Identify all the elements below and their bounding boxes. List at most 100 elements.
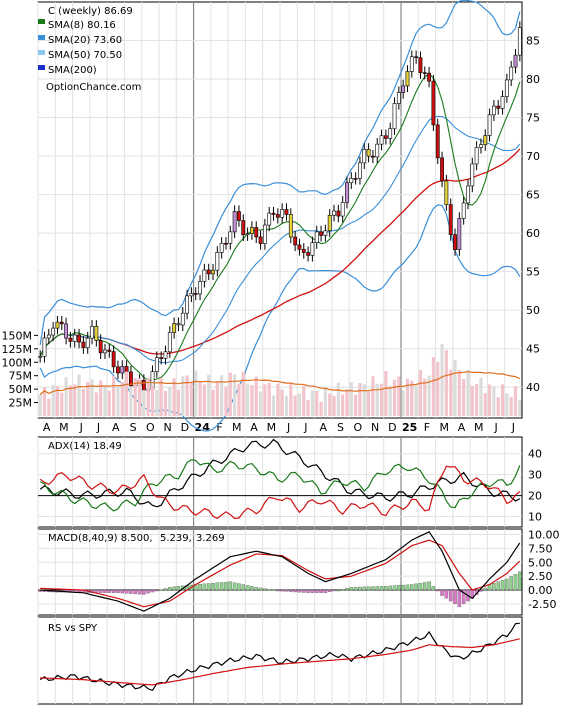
macd-histogram-bar (120, 589, 125, 594)
candle-body (262, 224, 267, 244)
volume-bar (475, 384, 479, 416)
volume-bar (401, 390, 405, 416)
candle-body (215, 252, 220, 271)
macd-histogram-bar (431, 586, 436, 591)
candle-body (427, 72, 431, 82)
macd-value-signal: 5.239, (160, 533, 192, 544)
candle-body (245, 233, 250, 236)
volume-bar (470, 385, 474, 416)
adx-tick: 30 (528, 469, 542, 482)
volume-bar (47, 398, 51, 416)
candle-body (224, 242, 228, 245)
macd-histogram-bar (297, 589, 302, 593)
volume-bar (436, 361, 440, 416)
macd-histogram-bar (245, 585, 250, 591)
candle-body (332, 210, 336, 216)
price-tick: 45 (526, 343, 540, 356)
macd-histogram-bar (492, 582, 496, 591)
volume-bar (336, 382, 340, 416)
volume-bar (194, 370, 198, 416)
macd-line (40, 531, 521, 612)
candle-body (176, 323, 181, 326)
macd-histogram-bar (241, 584, 246, 591)
macd-histogram-bar (496, 581, 500, 591)
candle-body (68, 337, 73, 342)
macd-histogram-bar (414, 583, 418, 591)
volume-bar (492, 386, 496, 416)
macd-histogram-bar (366, 586, 371, 591)
macd-histogram-bar (410, 584, 414, 591)
macd-histogram-bar (340, 588, 345, 591)
volume-bar (254, 376, 258, 416)
candle-body (81, 341, 86, 348)
vol-tick: 100M (2, 356, 33, 369)
macd-histogram-bar (427, 581, 431, 591)
month-label: 25 (402, 421, 417, 434)
candle-body (323, 230, 328, 236)
volume-bar (263, 384, 267, 416)
month-label: S (130, 421, 137, 434)
macd-histogram-bar (258, 587, 263, 591)
candle-body (38, 356, 43, 358)
legend-swatch-sma200 (38, 65, 45, 70)
macd-histogram-bar (150, 589, 155, 593)
candle-body (250, 227, 254, 234)
macd-histogram-bar (397, 585, 401, 591)
volume-bar (185, 375, 189, 416)
candle-body (353, 178, 358, 180)
volume-bar (155, 389, 159, 416)
volume-bar (483, 393, 487, 416)
macd-histogram-bar (392, 585, 397, 591)
volume-bar (202, 384, 206, 416)
volume-bar (142, 390, 146, 416)
adx-title: ADX(14) 18.49 (48, 441, 122, 452)
volume-bar (457, 370, 461, 416)
macd-histogram-bar (500, 580, 505, 591)
sma8-line (39, 73, 521, 381)
legend-sma8: SMA(8) 80.16 (48, 20, 116, 31)
candle-body (345, 182, 349, 203)
volume-bar (68, 385, 73, 416)
candle-body (457, 218, 462, 250)
candle-body (94, 326, 99, 341)
candle-body (288, 214, 293, 238)
candle-body (414, 56, 419, 59)
macd-histogram-bar (206, 583, 211, 591)
candle-body (284, 209, 289, 215)
macd-tick: -2.50 (528, 598, 556, 611)
volume-bar (86, 382, 90, 416)
macd-histogram-bar (358, 586, 362, 591)
candle-body (111, 351, 116, 368)
candle-body (409, 56, 414, 72)
volume-bar (518, 400, 522, 416)
macd-histogram-bar (168, 587, 172, 591)
volume-bar (168, 387, 172, 416)
candle-body (453, 234, 457, 250)
volume-bar (410, 380, 414, 416)
month-label: A (458, 421, 466, 434)
volume-bar (379, 383, 384, 416)
macd-histogram-bar (349, 587, 354, 591)
macd-histogram-bar (518, 571, 522, 591)
adx-series-1 (39, 459, 521, 512)
lower-band (39, 204, 521, 432)
month-label: J (79, 421, 83, 434)
macd-histogram-bar (353, 586, 358, 591)
candle-body (371, 155, 375, 158)
candle-body (72, 334, 77, 342)
volume-bar (384, 371, 388, 416)
candle-body (301, 249, 306, 253)
macd-histogram-bar (336, 589, 341, 592)
macd-histogram-bar (345, 588, 349, 591)
macd-histogram-bar (98, 589, 103, 593)
macd-histogram-bar (384, 585, 388, 591)
macd-histogram-bar (375, 586, 379, 591)
month-label: O (353, 421, 362, 434)
macd-histogram-bar (254, 587, 258, 591)
candle-body (219, 242, 224, 253)
macd-histogram-bar (418, 582, 423, 591)
volume-bar (176, 389, 181, 416)
month-label: J (286, 421, 290, 434)
candle-body (59, 321, 64, 325)
macd-histogram-bar (137, 589, 142, 595)
